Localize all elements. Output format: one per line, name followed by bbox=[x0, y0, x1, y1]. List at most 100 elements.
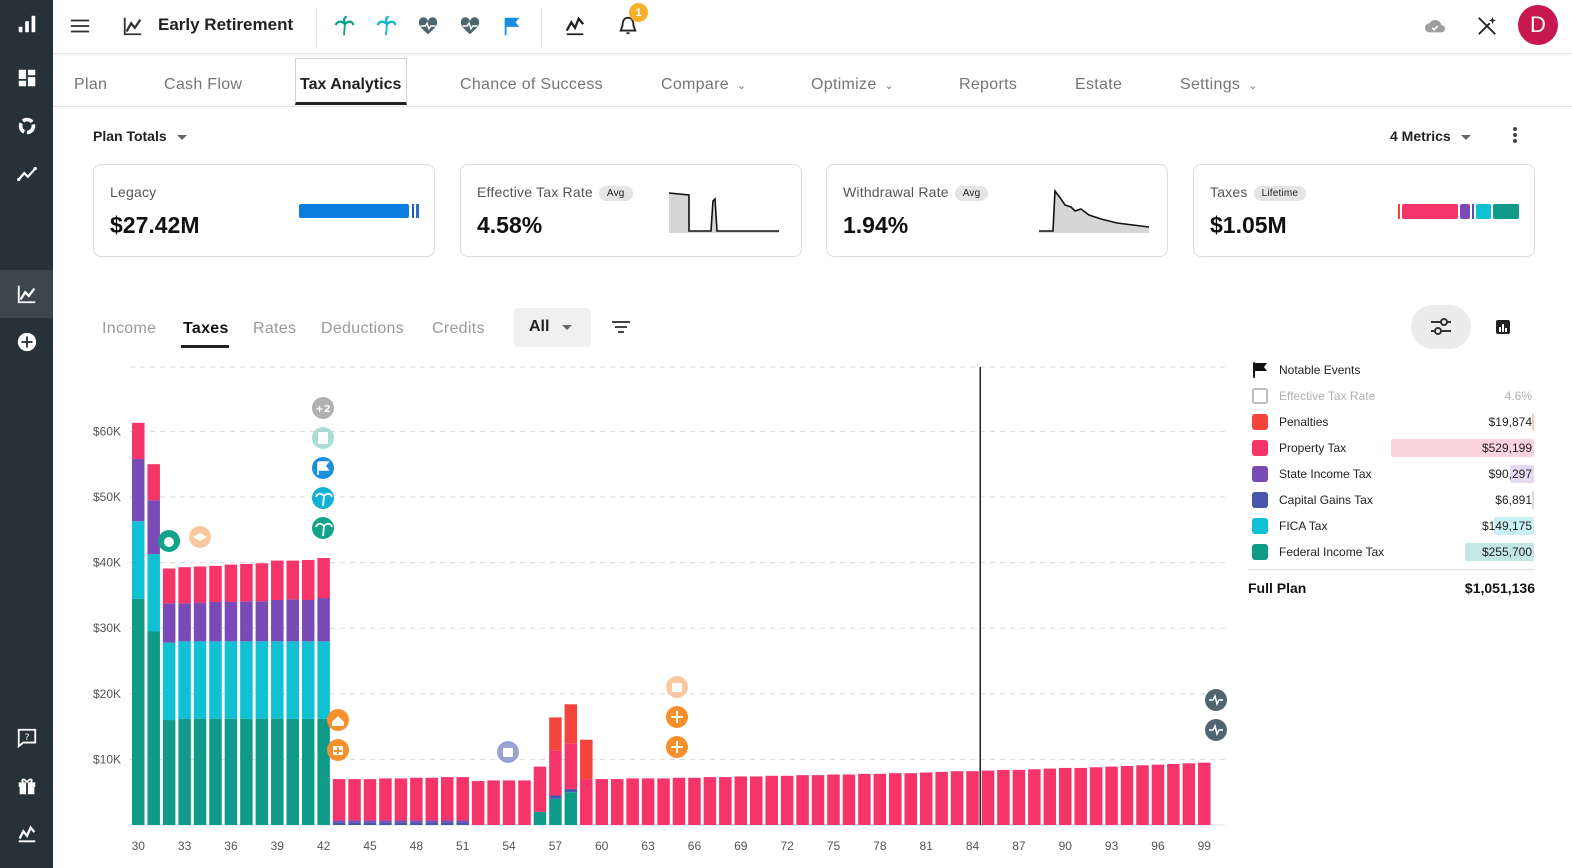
bar-segment[interactable] bbox=[533, 811, 547, 825]
bar-segment[interactable] bbox=[271, 718, 284, 825]
bar-segment[interactable] bbox=[209, 565, 222, 602]
bar-segment[interactable] bbox=[178, 567, 191, 604]
medical-event-icon[interactable] bbox=[497, 741, 519, 763]
bar-segment[interactable] bbox=[1105, 766, 1118, 825]
more-events-icon[interactable]: +2 bbox=[312, 397, 334, 419]
bar-segment[interactable] bbox=[271, 599, 284, 642]
bar-segment[interactable] bbox=[132, 458, 145, 522]
bar-segment[interactable] bbox=[363, 820, 377, 823]
tax-analytics-icon[interactable] bbox=[0, 270, 53, 318]
legend-item-capital-gains-tax[interactable]: Capital Gains Tax $6,891 bbox=[1252, 490, 1534, 510]
bar-segment[interactable] bbox=[641, 778, 655, 825]
bar-segment[interactable] bbox=[147, 464, 160, 501]
bar-segment[interactable] bbox=[379, 822, 392, 825]
bar-segment[interactable] bbox=[132, 422, 145, 459]
bar-segment[interactable] bbox=[904, 773, 918, 825]
bar-segment[interactable] bbox=[301, 718, 315, 825]
bar-segment[interactable] bbox=[193, 602, 207, 642]
medical-event-icon[interactable] bbox=[666, 706, 688, 728]
bar-segment[interactable] bbox=[935, 771, 948, 825]
subtab-rates[interactable]: Rates bbox=[253, 320, 297, 337]
magic-wand-off-icon[interactable] bbox=[1474, 13, 1500, 39]
bar-segment[interactable] bbox=[147, 554, 160, 632]
bar-segment[interactable] bbox=[255, 641, 269, 719]
bar-segment[interactable] bbox=[580, 779, 593, 825]
heart-pulse-icon[interactable] bbox=[415, 13, 441, 39]
bar-segment[interactable] bbox=[1151, 764, 1165, 825]
bar-segment[interactable] bbox=[178, 641, 191, 719]
bar-segment[interactable] bbox=[332, 820, 346, 823]
bar-segment[interactable] bbox=[317, 641, 330, 719]
tab-chance-of-success[interactable]: Chance of Success bbox=[460, 76, 603, 93]
filter-icon[interactable] bbox=[612, 319, 630, 335]
building-event-icon[interactable] bbox=[312, 427, 334, 449]
bar-segment[interactable] bbox=[842, 774, 856, 825]
subtab-credits[interactable]: Credits bbox=[432, 320, 485, 337]
bar-segment[interactable] bbox=[657, 778, 670, 825]
bar-segment[interactable] bbox=[425, 777, 439, 821]
bar-segment[interactable] bbox=[379, 820, 392, 823]
bar-segment[interactable] bbox=[271, 560, 284, 600]
subtab-deductions[interactable]: Deductions bbox=[321, 320, 405, 337]
legend-item-federal-income-tax[interactable]: Federal Income Tax $255,700 bbox=[1252, 542, 1534, 562]
bar-segment[interactable] bbox=[301, 599, 315, 642]
bar-segment[interactable] bbox=[1136, 765, 1149, 825]
bar-segment[interactable] bbox=[193, 718, 207, 825]
cloud-saved-icon[interactable] bbox=[1422, 13, 1448, 39]
bar-segment[interactable] bbox=[564, 788, 578, 793]
donut-chart-icon[interactable] bbox=[0, 102, 53, 150]
bar-segment[interactable] bbox=[549, 717, 562, 751]
subtab-income[interactable]: Income bbox=[102, 320, 157, 337]
bar-segment[interactable] bbox=[919, 772, 933, 825]
bar-segment[interactable] bbox=[626, 778, 639, 825]
bar-segment[interactable] bbox=[595, 779, 609, 825]
menu-icon[interactable] bbox=[67, 13, 93, 39]
bar-segment[interactable] bbox=[796, 775, 809, 825]
bar-segment[interactable] bbox=[564, 792, 578, 825]
bar-segment[interactable] bbox=[224, 718, 238, 825]
metrics-dropdown[interactable]: 4 Metrics bbox=[1390, 128, 1471, 144]
bar-segment[interactable] bbox=[301, 559, 315, 600]
bar-segment[interactable] bbox=[410, 820, 423, 823]
bar-segment[interactable] bbox=[394, 820, 408, 823]
bar-segment[interactable] bbox=[132, 521, 145, 599]
bar-segment[interactable] bbox=[1043, 768, 1057, 825]
taxes-card[interactable]: Taxes Lifetime $1.05M bbox=[1193, 164, 1535, 257]
bar-segment[interactable] bbox=[348, 779, 361, 821]
legend-item-penalties[interactable]: Penalties $19,874 bbox=[1252, 412, 1534, 432]
bar-segment[interactable] bbox=[193, 641, 207, 719]
bar-segment[interactable] bbox=[780, 775, 794, 825]
bar-segment[interactable] bbox=[162, 603, 176, 643]
bar-segment[interactable] bbox=[410, 822, 423, 825]
palm-tree-event-icon[interactable] bbox=[312, 517, 334, 539]
more-options-icon[interactable] bbox=[1512, 127, 1518, 145]
bar-segment[interactable] bbox=[471, 781, 485, 825]
bar-segment[interactable] bbox=[549, 798, 562, 825]
bar-segment[interactable] bbox=[147, 631, 160, 825]
bar-segment[interactable] bbox=[502, 780, 516, 825]
bar-segment[interactable] bbox=[162, 720, 176, 825]
bar-segment[interactable] bbox=[317, 718, 330, 825]
bar-segment[interactable] bbox=[363, 822, 377, 825]
bar-segment[interactable] bbox=[363, 779, 377, 821]
bar-segment[interactable] bbox=[719, 777, 732, 825]
bar-segment[interactable] bbox=[224, 601, 238, 642]
bar-segment[interactable] bbox=[240, 641, 253, 719]
bar-segment[interactable] bbox=[332, 822, 346, 825]
bar-segment[interactable] bbox=[1120, 765, 1134, 825]
bar-segment[interactable] bbox=[255, 563, 269, 602]
bar-segment[interactable] bbox=[286, 560, 300, 600]
bar-segment[interactable] bbox=[147, 500, 160, 555]
effective-tax-rate-card[interactable]: Effective Tax Rate Avg 4.58% bbox=[460, 164, 802, 257]
bar-segment[interactable] bbox=[301, 641, 315, 719]
legend-notable-events[interactable]: Notable Events bbox=[1252, 360, 1534, 380]
palm-tree-icon[interactable] bbox=[373, 13, 399, 39]
bar-segment[interactable] bbox=[178, 718, 191, 825]
bar-segment[interactable] bbox=[162, 642, 176, 721]
bar-segment[interactable] bbox=[750, 776, 763, 825]
tab-settings[interactable]: Settings ⌄ bbox=[1180, 76, 1258, 93]
bar-segment[interactable] bbox=[240, 563, 253, 602]
bar-segment[interactable] bbox=[286, 599, 300, 642]
legend-item-fica-tax[interactable]: FICA Tax $149,175 bbox=[1252, 516, 1534, 536]
avatar[interactable]: D bbox=[1518, 5, 1558, 45]
